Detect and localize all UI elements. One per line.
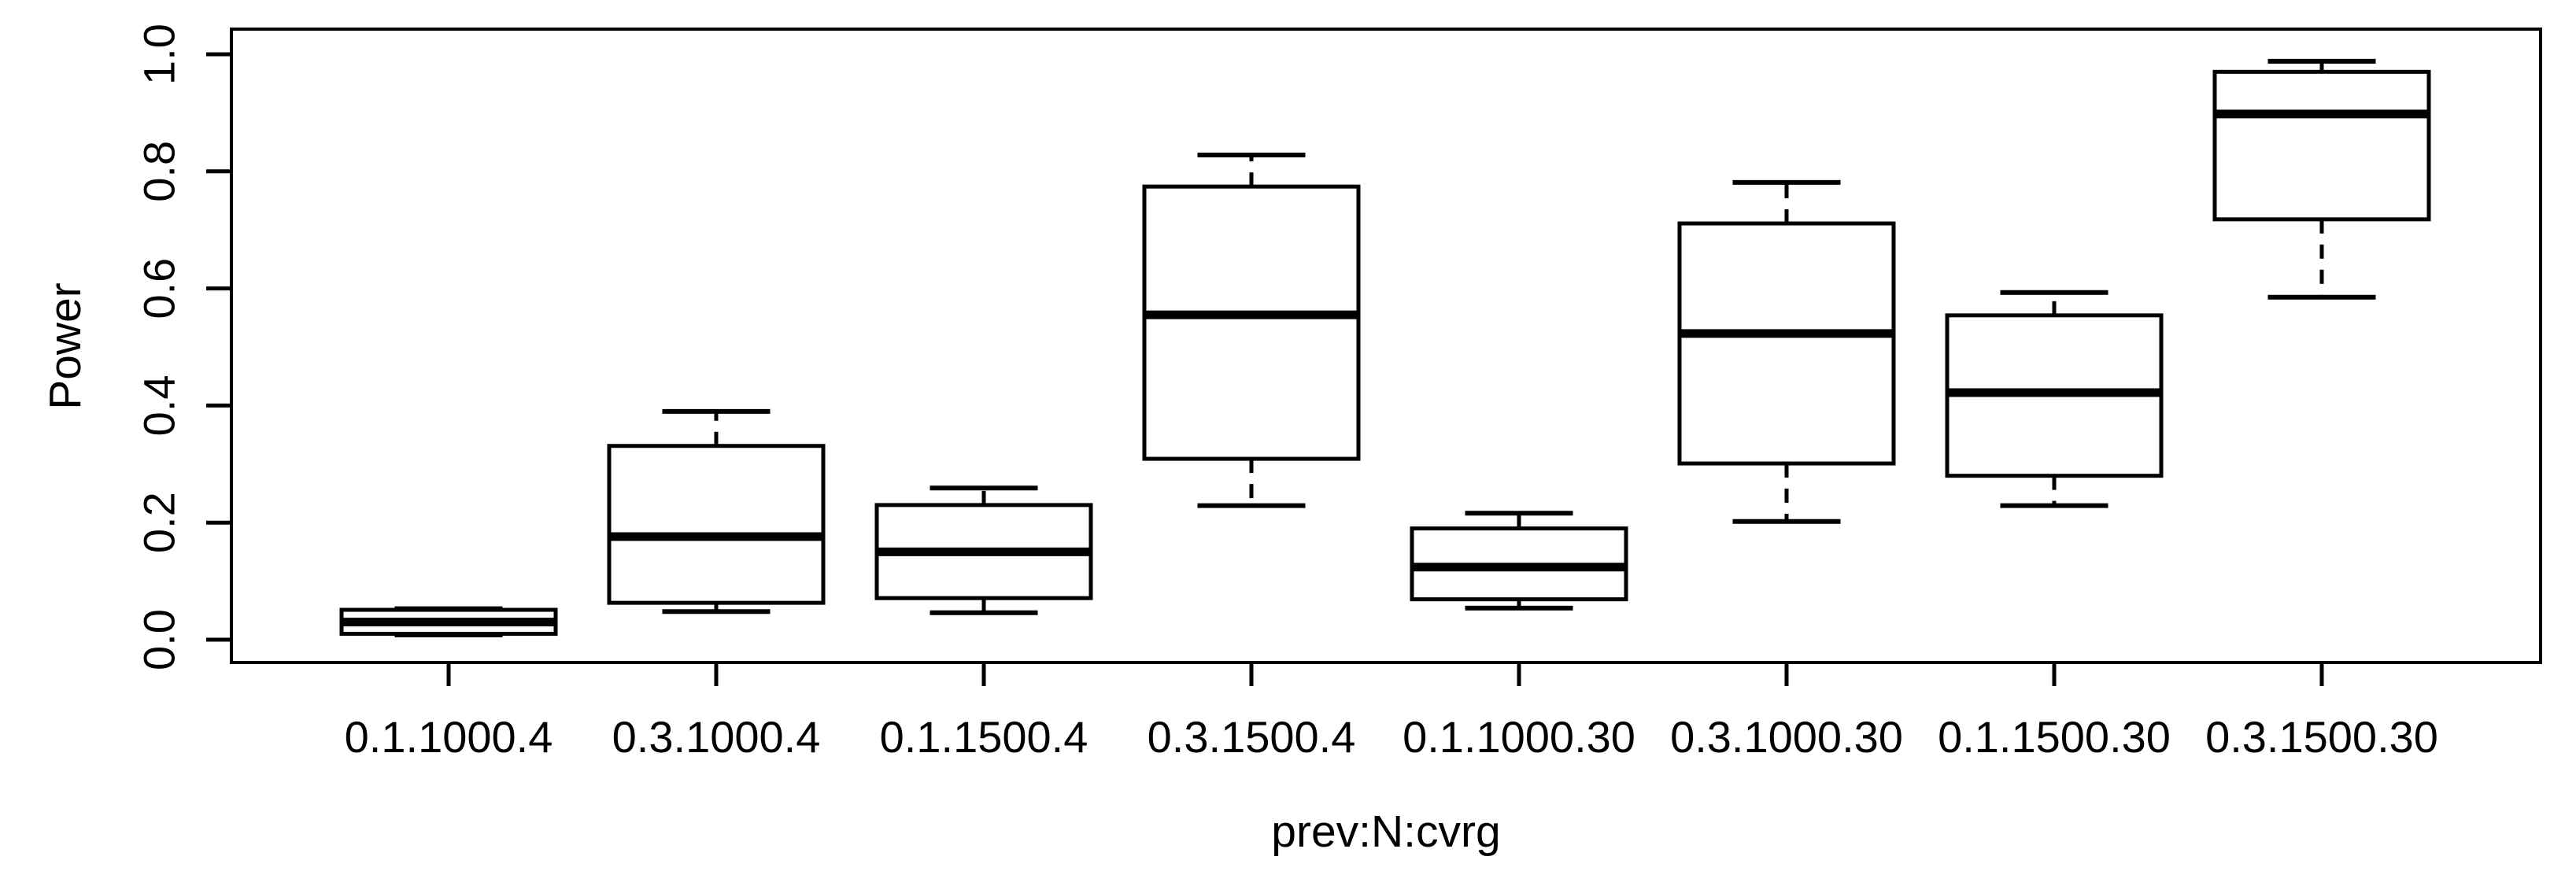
iqr-box [2212, 69, 2431, 222]
boxplot-group: 0.1.1500.4 [874, 485, 1093, 762]
boxplot-group: 0.3.1000.4 [607, 408, 826, 762]
x-tick-label: 0.1.1500.30 [1938, 712, 2171, 762]
x-tick-label: 0.1.1000.4 [345, 712, 553, 762]
x-tick-label: 0.1.1500.4 [880, 712, 1088, 762]
boxplot-group: 0.1.1000.4 [339, 606, 558, 762]
x-tick-label: 0.1.1000.30 [1403, 712, 1635, 762]
boxplot-group: 0.3.1000.30 [1670, 179, 1903, 762]
iqr-box [607, 444, 826, 605]
plot-frame [230, 28, 2542, 664]
boxplot-group: 0.1.1500.30 [1938, 290, 2171, 762]
y-tick-label: 0.4 [135, 375, 184, 436]
x-tick-label: 0.3.1000.4 [612, 712, 821, 762]
y-tick-label: 0.2 [135, 492, 184, 553]
x-tick-label: 0.3.1000.30 [1670, 712, 1903, 762]
x-tick-label: 0.3.1500.30 [2205, 712, 2438, 762]
x-tick-label: 0.3.1500.4 [1148, 712, 1356, 762]
y-tick-label: 0.6 [135, 258, 184, 319]
y-axis-title: Power [40, 282, 91, 410]
boxplot-group: 0.3.1500.4 [1142, 152, 1361, 762]
iqr-box [1677, 221, 1896, 466]
y-tick-label: 0.8 [135, 141, 184, 202]
iqr-box [1142, 184, 1361, 461]
y-tick-label: 1.0 [135, 24, 184, 85]
boxplot-group: 0.1.1000.30 [1403, 511, 1635, 762]
x-axis-title: prev:N:cvrg [1271, 806, 1501, 857]
boxplot-group: 0.3.1500.30 [2205, 58, 2438, 762]
y-tick-label: 0.0 [135, 609, 184, 670]
